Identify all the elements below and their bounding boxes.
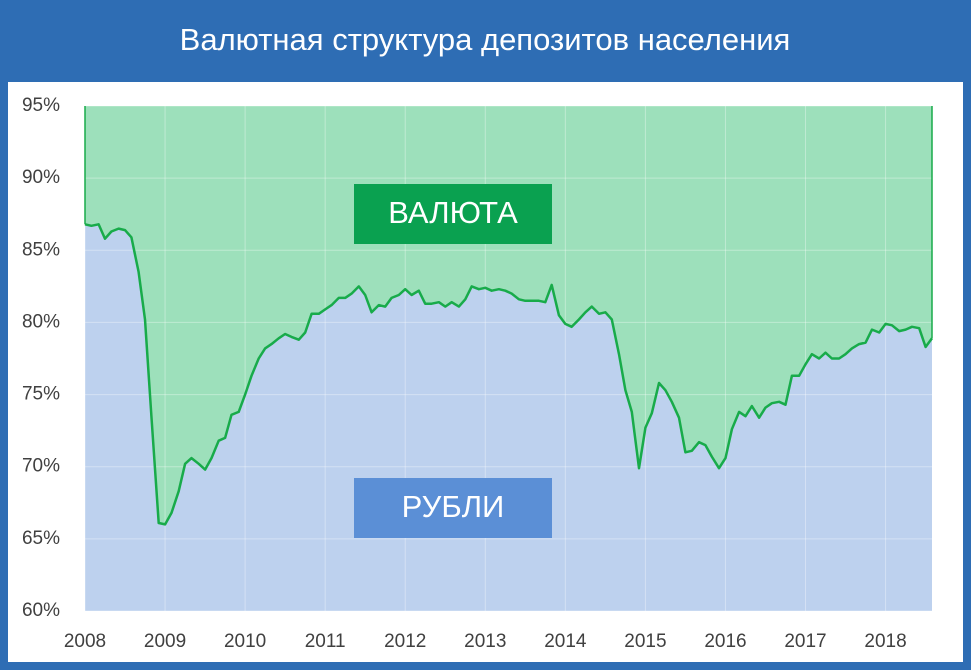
label-box	[354, 184, 552, 244]
x-tick-label: 2015	[624, 631, 666, 652]
area-label: РУБЛИ	[402, 489, 505, 524]
series-line	[84, 223, 934, 526]
x-tick-label: 2018	[864, 631, 906, 652]
x-tick-label: 2008	[64, 631, 106, 652]
x-tick-label: 2009	[144, 631, 186, 652]
x-tick-label: 2013	[464, 631, 506, 652]
y-tick-label: 90%	[22, 167, 60, 188]
label-box	[354, 478, 552, 538]
x-tick-label: 2016	[704, 631, 746, 652]
x-tick-label: 2014	[544, 631, 587, 652]
y-tick-label: 75%	[22, 384, 60, 405]
top-area	[85, 106, 932, 525]
y-tick-label: 70%	[22, 456, 60, 477]
y-tick-label: 60%	[22, 600, 60, 621]
y-tick-label: 80%	[22, 311, 60, 332]
x-tick-label: 2011	[305, 631, 346, 652]
chart-title: Валютная структура депозитов населения	[180, 22, 791, 57]
bottom-area	[85, 224, 932, 612]
y-tick-label: 65%	[22, 528, 60, 549]
x-tick-label: 2012	[384, 631, 426, 652]
y-tick-label: 95%	[22, 95, 60, 116]
x-tick-label: 2017	[784, 631, 826, 652]
x-tick-label: 2010	[224, 631, 266, 652]
y-tick-label: 85%	[22, 239, 60, 260]
area-label: ВАЛЮТА	[388, 195, 518, 230]
